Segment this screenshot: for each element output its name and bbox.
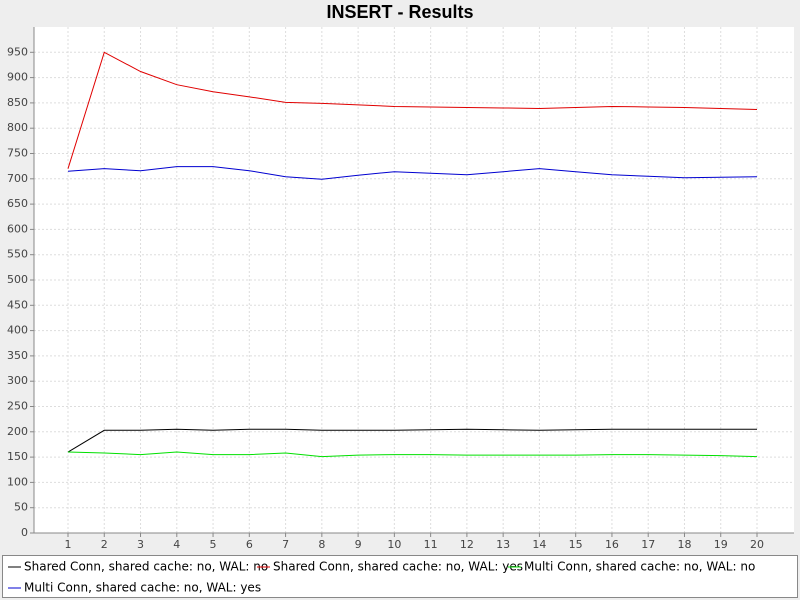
x-tick-label: 8 bbox=[318, 538, 325, 551]
x-tick-label: 11 bbox=[424, 538, 438, 551]
x-tick-label: 12 bbox=[460, 538, 474, 551]
y-tick-label: 950 bbox=[7, 45, 28, 58]
legend-box bbox=[2, 555, 798, 598]
x-tick-label: 6 bbox=[246, 538, 253, 551]
y-tick-label: 100 bbox=[7, 475, 28, 488]
x-tick-label: 16 bbox=[605, 538, 619, 551]
x-tick-label: 2 bbox=[101, 538, 108, 551]
y-tick-label: 700 bbox=[7, 172, 28, 185]
series-line bbox=[67, 51, 758, 169]
y-tick-label: 600 bbox=[7, 222, 28, 235]
x-tick-label: 4 bbox=[173, 538, 180, 551]
y-tick-label: 0 bbox=[21, 526, 28, 539]
x-tick-label: 10 bbox=[387, 538, 401, 551]
y-tick-label: 50 bbox=[14, 501, 28, 514]
y-tick-label: 250 bbox=[7, 400, 28, 413]
y-tick-label: 850 bbox=[7, 96, 28, 109]
x-tick-label: 7 bbox=[282, 538, 289, 551]
y-tick-label: 400 bbox=[7, 324, 28, 337]
x-tick-label: 14 bbox=[532, 538, 546, 551]
y-tick-label: 750 bbox=[7, 147, 28, 160]
x-tick-label: 3 bbox=[137, 538, 144, 551]
chart-title: INSERT - Results bbox=[326, 2, 473, 22]
series-line bbox=[67, 428, 757, 453]
y-tick-label: 200 bbox=[7, 425, 28, 438]
x-tick-label: 9 bbox=[355, 538, 362, 551]
series-line bbox=[67, 451, 758, 458]
y-tick-label: 650 bbox=[7, 197, 28, 210]
series-line bbox=[67, 166, 758, 180]
legend-label: Multi Conn, shared cache: no, WAL: no bbox=[524, 560, 755, 574]
y-tick-label: 900 bbox=[7, 71, 28, 84]
legend-label: Multi Conn, shared cache: no, WAL: yes bbox=[24, 581, 261, 595]
y-tick-label: 550 bbox=[7, 248, 28, 261]
x-tick-label: 1 bbox=[65, 538, 72, 551]
y-tick-label: 500 bbox=[7, 273, 28, 286]
x-tick-label: 15 bbox=[569, 538, 583, 551]
x-tick-label: 13 bbox=[496, 538, 510, 551]
x-tick-label: 20 bbox=[750, 538, 764, 551]
x-tick-label: 17 bbox=[641, 538, 655, 551]
y-tick-label: 450 bbox=[7, 298, 28, 311]
x-tick-label: 18 bbox=[677, 538, 691, 551]
y-tick-label: 350 bbox=[7, 349, 28, 362]
y-tick-label: 300 bbox=[7, 374, 28, 387]
y-tick-label: 800 bbox=[7, 121, 28, 134]
x-tick-label: 19 bbox=[714, 538, 728, 551]
y-tick-label: 150 bbox=[7, 450, 28, 463]
legend-label: Shared Conn, shared cache: no, WAL: yes bbox=[273, 560, 523, 574]
x-tick-label: 5 bbox=[210, 538, 217, 551]
legend-label: Shared Conn, shared cache: no, WAL: no bbox=[24, 560, 268, 574]
